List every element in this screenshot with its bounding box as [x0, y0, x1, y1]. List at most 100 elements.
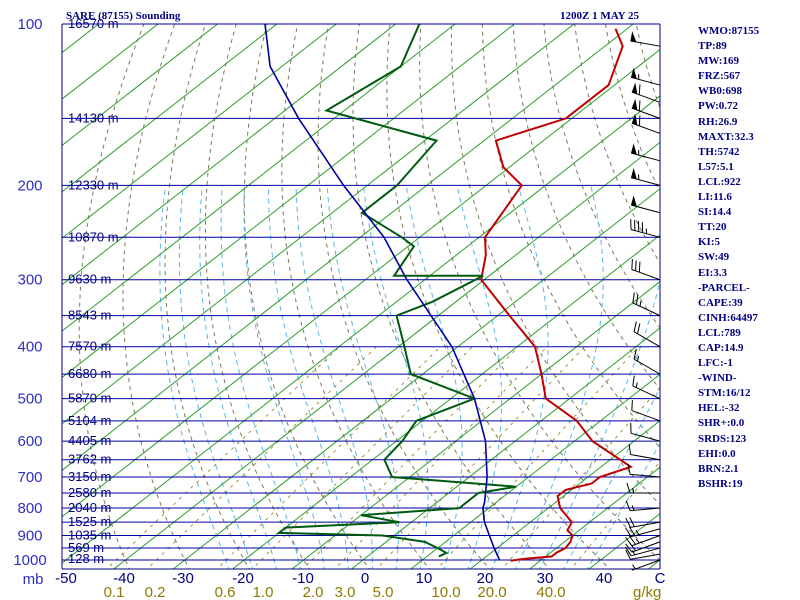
dry-adiabat-line — [243, 24, 371, 569]
wind-barb — [631, 400, 661, 422]
index-item: CAPE:39 — [698, 296, 743, 309]
index-item: TT:20 — [698, 221, 727, 234]
height-label: 10870 m — [68, 229, 119, 244]
index-item: HEL:-32 — [698, 402, 740, 415]
station-title: SARE (87155) Sounding — [66, 10, 181, 22]
pressure-tick-label: 400 — [17, 339, 42, 356]
isotherm-line — [113, 141, 660, 569]
moist-adiabat-line — [491, 185, 549, 569]
isotherm-line — [62, 24, 218, 147]
wind-barb — [630, 143, 661, 162]
wind-barb — [630, 31, 661, 47]
mixing-ratio-line — [334, 346, 548, 569]
index-item: WMO:87155 — [698, 25, 760, 37]
wind-barb — [632, 292, 661, 317]
wind-barb — [625, 517, 661, 528]
index-item: CAP:14.9 — [698, 341, 744, 354]
isotherm-line — [62, 95, 660, 564]
wind-barb — [630, 422, 661, 442]
mixing-ratio-label: 40.0 — [536, 584, 565, 600]
index-item: KI:5 — [698, 236, 720, 249]
indices-panel: WMO:87155 TP:89 MW:169 FRZ:567 WB0:698 PW:0.7… — [698, 24, 759, 492]
height-label: 8543 m — [68, 308, 111, 323]
height-label: 14130 m — [68, 110, 119, 125]
isotherm-line — [350, 327, 660, 569]
moist-adiabat-line — [178, 185, 254, 569]
isotherm-line — [469, 420, 660, 569]
wind-barb — [630, 67, 661, 86]
index-item: SHR+:0.0 — [698, 417, 745, 430]
height-label: 4405 m — [68, 433, 111, 448]
mixing-ratio-line — [436, 346, 640, 569]
temperature-tick-label: -40 — [113, 570, 135, 587]
index-item: FRZ:567 — [698, 70, 741, 83]
index-item: BRN:2.1 — [698, 462, 739, 475]
height-label: 3762 m — [68, 452, 111, 467]
height-label: 5870 m — [68, 391, 111, 406]
isotherm-line — [62, 24, 575, 425]
wind-barb — [626, 482, 660, 494]
dry-adiabat-line — [204, 24, 311, 569]
temperature-tick-label: 20 — [477, 570, 494, 587]
pressure-tick-label: 200 — [17, 177, 42, 194]
index-item: MAXT:32.3 — [698, 130, 754, 143]
mixing-ratio-label: 20.0 — [477, 584, 506, 600]
moist-adiabat-line — [326, 185, 399, 569]
index-item: EI:3.3 — [698, 266, 728, 279]
sounding-time: 1200Z 1 MAY 25 — [560, 10, 639, 22]
dry-adiabat-line — [164, 24, 251, 569]
pressure-unit-label: mb — [23, 571, 44, 588]
index-item: BSHR:19 — [698, 477, 743, 490]
index-item: TH:5742 — [698, 145, 740, 158]
mixing-ratio-label: 0.1 — [104, 584, 125, 600]
isotherm-line — [62, 48, 660, 518]
plot-frame — [61, 24, 661, 570]
mixing-ratio-unit: g/kg — [633, 584, 661, 600]
moist-adiabat-line — [515, 185, 604, 569]
height-label: 1525 m — [68, 514, 111, 529]
index-item: PW:0.72 — [698, 100, 739, 113]
isotherm-line — [62, 24, 396, 286]
dry-adiabat-line — [419, 24, 660, 561]
index-item: LCL:789 — [698, 326, 741, 339]
moist-adiabat-line — [562, 386, 660, 569]
isobars — [62, 23, 660, 561]
index-item: MW:169 — [698, 55, 739, 68]
index-item: STM:16/12 — [698, 387, 751, 400]
pressure-tick-label: 1000 — [13, 552, 46, 569]
temperature-tick-label: 0 — [361, 570, 369, 587]
mixing-ratio-line — [251, 346, 473, 569]
temperature-tick-label: C — [655, 570, 666, 587]
mixing-ratio-label: 1.0 — [253, 584, 274, 600]
isotherm-line — [410, 373, 660, 569]
moist-adiabat-line — [456, 185, 503, 569]
wind-barbs — [625, 31, 661, 571]
parcel-line — [264, 24, 501, 561]
dry-adiabat-line — [386, 24, 611, 569]
dry-adiabat-line — [122, 24, 190, 569]
dry-adiabat-line — [78, 24, 145, 569]
wind-barb — [631, 259, 661, 281]
index-item: SRDS:123 — [698, 432, 747, 445]
mixing-ratio-line — [106, 346, 340, 569]
moist-adiabat-line — [220, 185, 301, 569]
index-item: TP:89 — [698, 40, 727, 53]
moist-adiabat-line — [199, 185, 278, 569]
height-label: 3150 m — [68, 469, 111, 484]
moist-adiabat-line — [159, 185, 230, 569]
wind-barb — [631, 113, 661, 134]
height-label: 12330 m — [68, 177, 119, 192]
temperature-tick-label: -30 — [172, 570, 194, 587]
isotherm-line — [62, 24, 634, 471]
isotherm-line — [62, 24, 515, 379]
moist-adiabat-line — [362, 185, 429, 569]
wind-barb — [625, 500, 661, 512]
index-item: L57:5.1 — [698, 160, 734, 173]
mixing-ratio-label: 10.0 — [431, 584, 460, 600]
index-item: LFC:-1 — [698, 357, 733, 370]
pressure-tick-label: 300 — [17, 272, 42, 289]
profile-series — [264, 24, 634, 562]
index-item: -PARCEL- — [698, 281, 750, 294]
pressure-tick-label: 100 — [17, 16, 42, 33]
